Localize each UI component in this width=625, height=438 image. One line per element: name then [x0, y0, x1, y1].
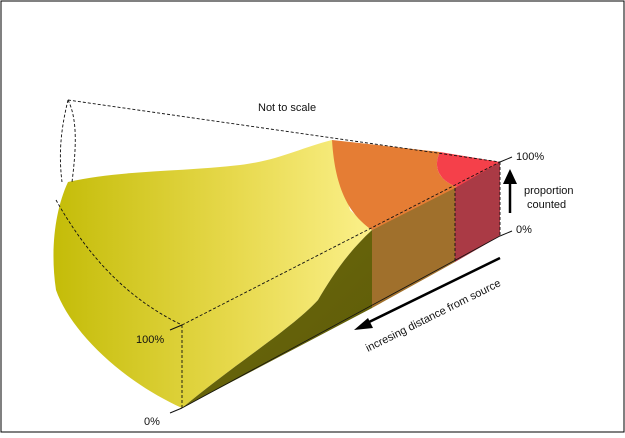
right-100-label: 100%: [516, 151, 544, 163]
top-surface-orange: [332, 140, 460, 230]
side-face-maroon: [455, 162, 500, 262]
proportion-caption-line2: counted: [527, 199, 566, 211]
right-bottom-tick: [499, 230, 513, 237]
not-to-scale-note: Not to scale: [258, 102, 316, 114]
proportion-caption-line1: proportion: [524, 185, 574, 197]
up-arrow-icon: [503, 169, 517, 213]
left-100-label: 100%: [136, 334, 164, 346]
bottom-edge: [181, 235, 501, 409]
left-top-tick: [169, 324, 183, 331]
right-0-label: 0%: [516, 224, 532, 236]
side-face-brown: [372, 188, 455, 308]
top-surface-olive: [53, 140, 372, 408]
dashed-wireframe: [55, 99, 501, 408]
distance-arrow-icon: [354, 256, 501, 330]
side-face-dark-olive: [182, 230, 372, 408]
right-top-tick: [499, 156, 513, 163]
left-bottom-tick: [169, 407, 183, 414]
top-surface-red: [436, 152, 500, 188]
left-0-label: 0%: [144, 416, 160, 428]
